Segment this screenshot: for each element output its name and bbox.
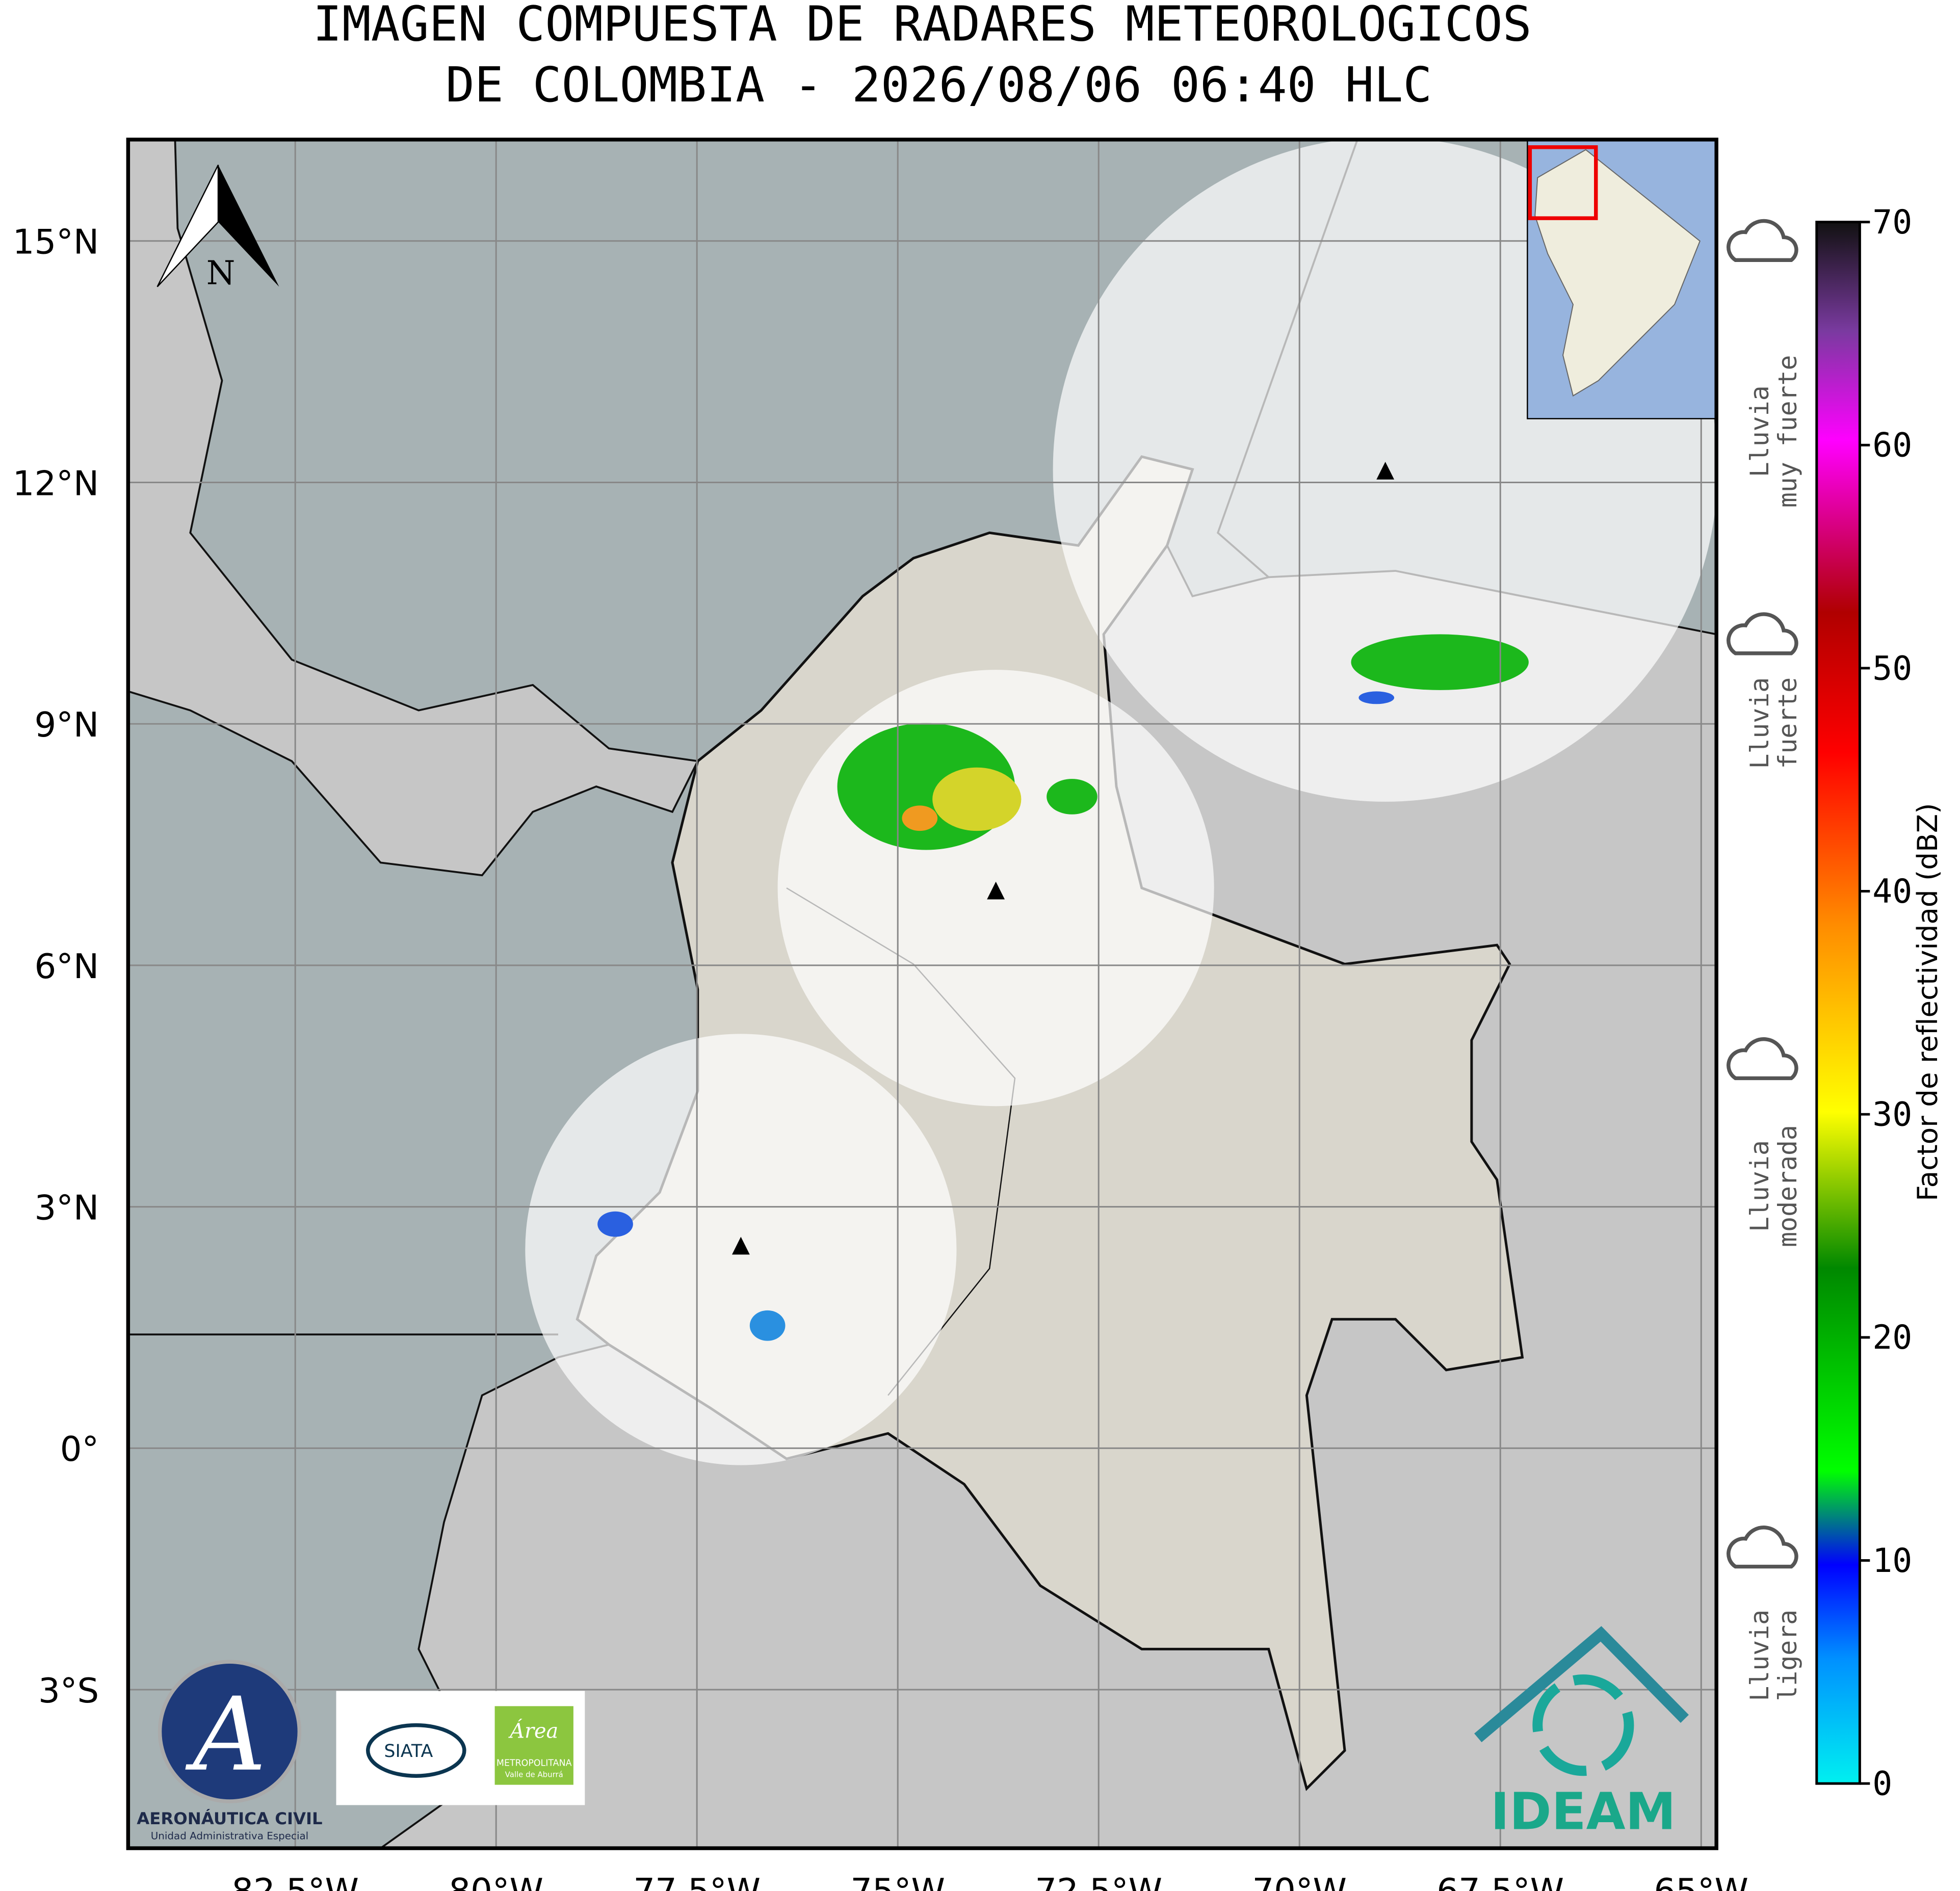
graticule [128,139,1717,1849]
radar-sites [731,461,1395,1255]
map: N [128,139,1717,1849]
y-tick-label: 0° [60,1429,99,1469]
echo [1047,779,1097,815]
logo-text: AERONÁUTICA CIVIL [137,1809,322,1828]
colorbar-tick-label: 10 [1872,1542,1912,1580]
y-tick-label: 9°N [35,705,99,745]
radar-site [987,881,1005,900]
north-label: N [206,254,236,293]
logo-text: SIATA [384,1741,433,1762]
ideam-roof [1474,1626,1689,1743]
logo-text: Área [508,1719,558,1743]
colorbar-tick-label: 60 [1872,427,1912,465]
siata-logo [365,1723,466,1778]
title-line: DE COLOMBIA - 2026/08/06 06:40 HLC [446,57,1432,113]
rain-icon [1727,1526,1798,1569]
inset-land [1534,149,1701,397]
x-tick-label: 80°W [449,1871,543,1891]
x-tick-label: 67.5°W [1436,1871,1564,1891]
rain-icon [1727,219,1798,262]
radar-site [731,1237,750,1255]
echo [1351,634,1529,690]
colorbar-tick-label: 20 [1872,1319,1912,1357]
y-tick-label: 6°N [35,947,99,986]
logo-text: METROPOLITANA [496,1758,572,1768]
radar-echoes [597,634,1529,1341]
rain-level-label: Lluvia [1745,385,1774,477]
x-tick-label: 70°W [1252,1871,1347,1891]
rain-level-label: Lluvia [1745,1610,1774,1701]
colorbar-tick-label: 0 [1872,1765,1892,1803]
colorbar-tick-label: 30 [1872,1096,1912,1134]
map-frame [126,138,1718,1850]
radar-site [1376,461,1395,480]
x-tick-label: 82.5°W [231,1871,359,1891]
echo [1358,691,1395,704]
logo-text: IDEAM [1491,1783,1676,1842]
y-tick-label: 3°N [35,1188,99,1227]
rain-level-label: fuerte [1773,677,1802,769]
rain-level-label: Lluvia [1745,1140,1774,1232]
ideam-swirl [1532,1674,1634,1776]
y-tick-label: 12°N [13,463,99,503]
area-logo [494,1706,573,1785]
y-tick-label: 15°N [13,222,99,262]
echo [597,1211,633,1237]
rain-level-label: ligera [1773,1610,1802,1701]
rain-icon [1727,612,1798,655]
echo [749,1310,786,1341]
rain-level-label: moderada [1773,1125,1802,1247]
echo [932,767,1022,831]
rain-icon [1727,1037,1798,1081]
colorbar [1815,221,1861,1785]
title-line: IMAGEN COMPUESTA DE RADARES METEOROLOGIC… [313,0,1532,52]
colorbar-label: Factor de reflectividad (dBZ) [1911,803,1944,1201]
rain-level-label: muy fuerte [1773,355,1802,508]
colorbar-tick-label: 50 [1872,649,1912,688]
logos: A AERONÁUTICA CIVIL Unidad Administrativ… [137,1626,1689,1842]
rain-level-label: Lluvia [1745,677,1774,769]
aerocivil-mark: A [185,1675,267,1794]
colorbar-tick-label: 70 [1872,203,1912,242]
x-tick-label: 77.5°W [633,1871,761,1891]
aerocivil-logo [158,1660,302,1803]
x-tick-label: 72.5°W [1035,1871,1162,1891]
logo-text: Valle de Aburrá [505,1770,563,1779]
x-tick-label: 75°W [850,1871,945,1891]
x-tick-label: 65°W [1654,1871,1748,1891]
colorbar-tick-label: 40 [1872,873,1912,911]
inset-extent [1528,145,1598,220]
y-tick-label: 3°S [38,1671,99,1711]
logo-text: Unidad Administrativa Especial [151,1830,308,1842]
echo [902,805,938,831]
